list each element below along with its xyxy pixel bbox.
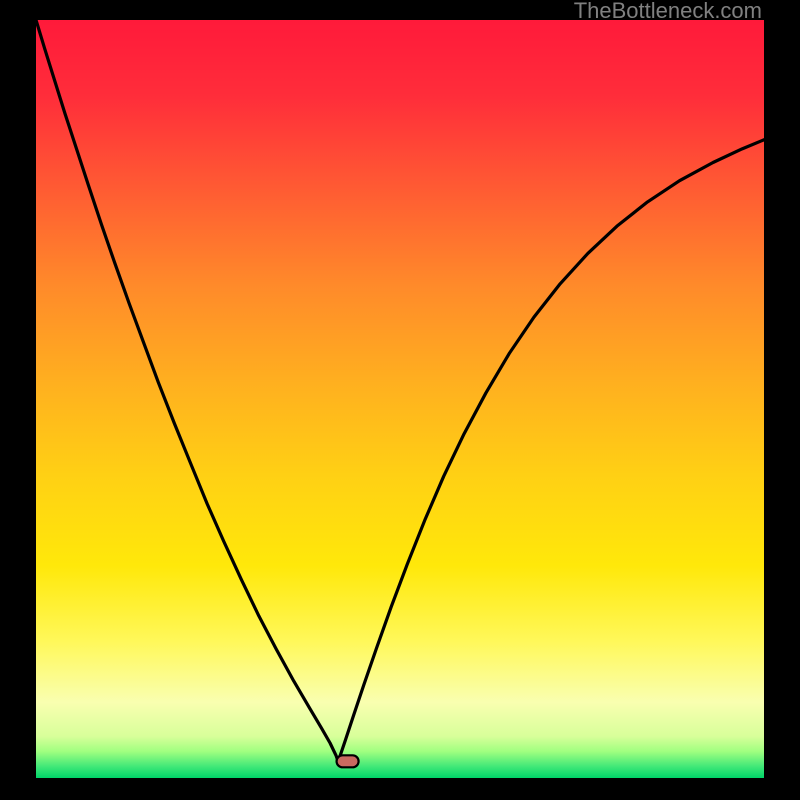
watermark-text: TheBottleneck.com: [574, 0, 762, 24]
chart-frame: TheBottleneck.com: [0, 0, 800, 800]
optimum-marker: [337, 755, 359, 767]
bottleneck-chart: [0, 0, 800, 800]
gradient-background: [36, 20, 764, 778]
